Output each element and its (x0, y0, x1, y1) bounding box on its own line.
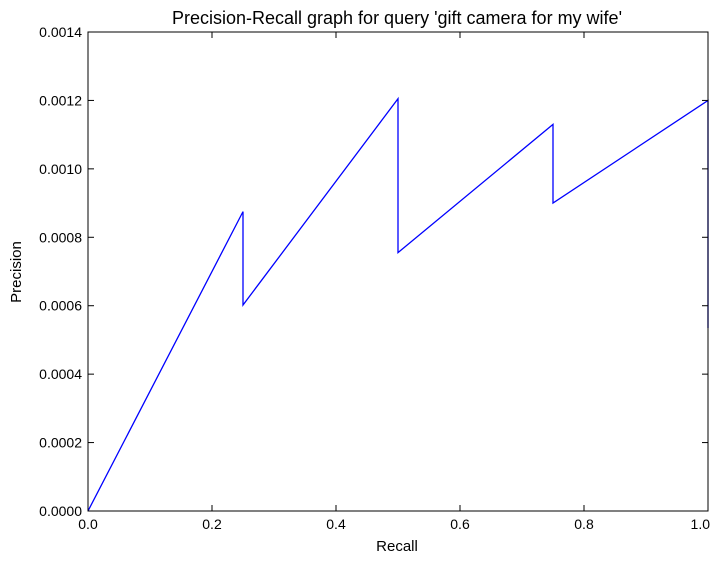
y-tick-label: 0.0004 (39, 366, 82, 382)
y-tick-label: 0.0002 (39, 435, 82, 451)
x-tick-label: 0.0 (78, 516, 98, 532)
x-tick-label: 0.6 (450, 516, 470, 532)
y-tick-label: 0.0012 (39, 92, 82, 108)
y-tick-label: 0.0008 (39, 229, 82, 245)
x-tick-label: 0.4 (326, 516, 346, 532)
x-tick-label: 0.8 (574, 516, 594, 532)
y-tick-label: 0.0006 (39, 298, 82, 314)
y-axis-label: Precision (8, 241, 25, 303)
plot-frame (87, 31, 709, 512)
x-tick-label: 0.2 (202, 516, 222, 532)
y-tick-label: 0.0000 (39, 503, 82, 519)
chart-title: Precision-Recall graph for query 'gift c… (172, 8, 622, 28)
x-tick-label: 1.0 (691, 516, 711, 532)
series-line-0 (87, 96, 709, 512)
y-tick-label: 0.0010 (39, 161, 82, 177)
y-tick-label: 0.0014 (39, 24, 82, 40)
x-axis-label: Recall (376, 538, 418, 555)
